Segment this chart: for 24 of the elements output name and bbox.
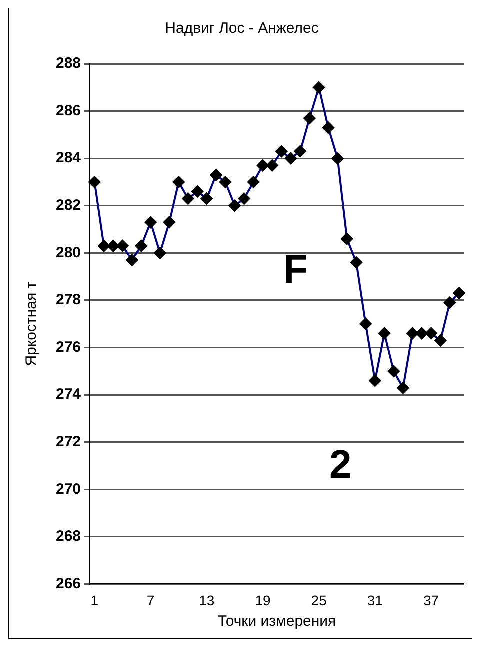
y-tick-label: 266 (56, 575, 82, 592)
y-tick-label: 286 (56, 102, 82, 120)
x-tick-label: 19 (255, 592, 271, 608)
annotation: 2 (329, 443, 352, 488)
y-tick-label: 282 (56, 197, 82, 214)
chart-title: Надвиг Лос - Анжелес (165, 20, 320, 38)
y-tick-label: 278 (56, 292, 82, 309)
y-tick-label: 272 (56, 433, 82, 450)
x-axis-title: Точки измерения (218, 613, 336, 630)
x-tick-label: 13 (199, 592, 215, 608)
x-tick-label: 1 (90, 592, 99, 608)
y-axis-title: Яркостная т (23, 282, 40, 366)
y-tick-label: 288 (56, 55, 82, 72)
x-tick-label: 37 (423, 592, 440, 608)
x-tick-label: 25 (311, 592, 328, 608)
y-tick-label: 276 (56, 338, 82, 356)
y-tick-label: 280 (56, 244, 82, 262)
y-tick-label: 270 (56, 480, 82, 498)
y-tick-label: 284 (56, 150, 82, 167)
y-tick-label: 274 (56, 386, 82, 404)
x-tick-label: 7 (146, 592, 155, 608)
y-tick-label: 268 (56, 528, 82, 546)
x-tick-label: 31 (367, 592, 384, 608)
annotation: F (283, 248, 308, 292)
